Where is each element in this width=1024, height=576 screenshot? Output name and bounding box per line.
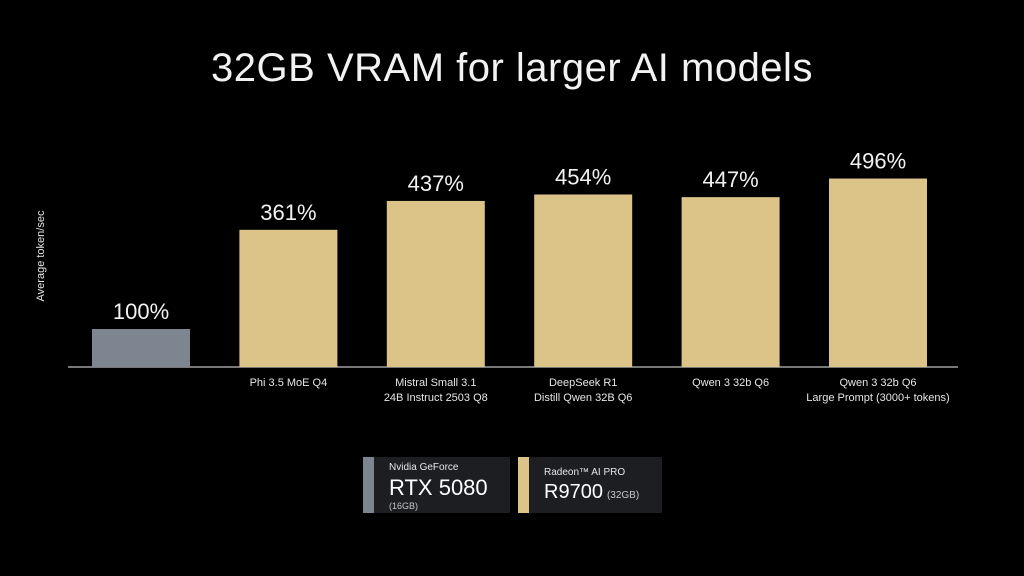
category-label-5-line-1: Large Prompt (3000+ tokens) bbox=[806, 392, 949, 404]
category-label-3-line-1: Distill Qwen 32B Q6 bbox=[534, 392, 632, 404]
legend-brand-label: Radeon™ AI PRO bbox=[544, 467, 626, 478]
category-label-1-line-0: Phi 3.5 MoE Q4 bbox=[250, 377, 328, 389]
bar-2 bbox=[386, 200, 485, 367]
category-label-2-line-0: Mistral Small 3.1 bbox=[395, 377, 476, 389]
category-label-5-line-0: Qwen 3 32b Q6 bbox=[839, 377, 916, 389]
legend-model-name: R9700 bbox=[544, 481, 603, 503]
legend-memory-label: (32GB) bbox=[606, 490, 640, 501]
legend-memory-label: (16GB) bbox=[389, 501, 419, 511]
category-label-2-line-1: 24B Instruct 2503 Q8 bbox=[384, 392, 488, 404]
legend-item-r9700: Radeon™ AI PRO R9700 (32GB) bbox=[518, 457, 662, 513]
category-label-4-line-0: Qwen 3 32b Q6 bbox=[692, 377, 769, 389]
data-label-0: 100% bbox=[113, 299, 169, 324]
bar-3 bbox=[534, 194, 633, 367]
bar-5 bbox=[829, 178, 927, 367]
chart-title: 32GB VRAM for larger AI models bbox=[211, 46, 813, 90]
legend-swatch-r9700 bbox=[518, 457, 529, 513]
bar-1 bbox=[239, 229, 338, 367]
legend-model-label: RTX 5080 bbox=[389, 475, 488, 500]
data-label-1: 361% bbox=[260, 200, 316, 225]
bar-0 bbox=[92, 329, 190, 367]
data-label-3: 454% bbox=[555, 164, 611, 189]
data-label-5: 496% bbox=[850, 149, 906, 174]
data-label-4: 447% bbox=[702, 167, 758, 192]
legend-brand-label: Nvidia GeForce bbox=[389, 462, 459, 473]
category-label-3-line-0: DeepSeek R1 bbox=[549, 377, 618, 389]
legend-swatch-rtx-5080 bbox=[363, 457, 374, 513]
bar-4 bbox=[681, 197, 780, 367]
legend-model-label: R9700 (32GB) bbox=[544, 481, 639, 504]
legend-item-rtx-5080: Nvidia GeForce RTX 5080 (16GB) bbox=[363, 457, 510, 513]
data-label-2: 437% bbox=[408, 171, 464, 196]
